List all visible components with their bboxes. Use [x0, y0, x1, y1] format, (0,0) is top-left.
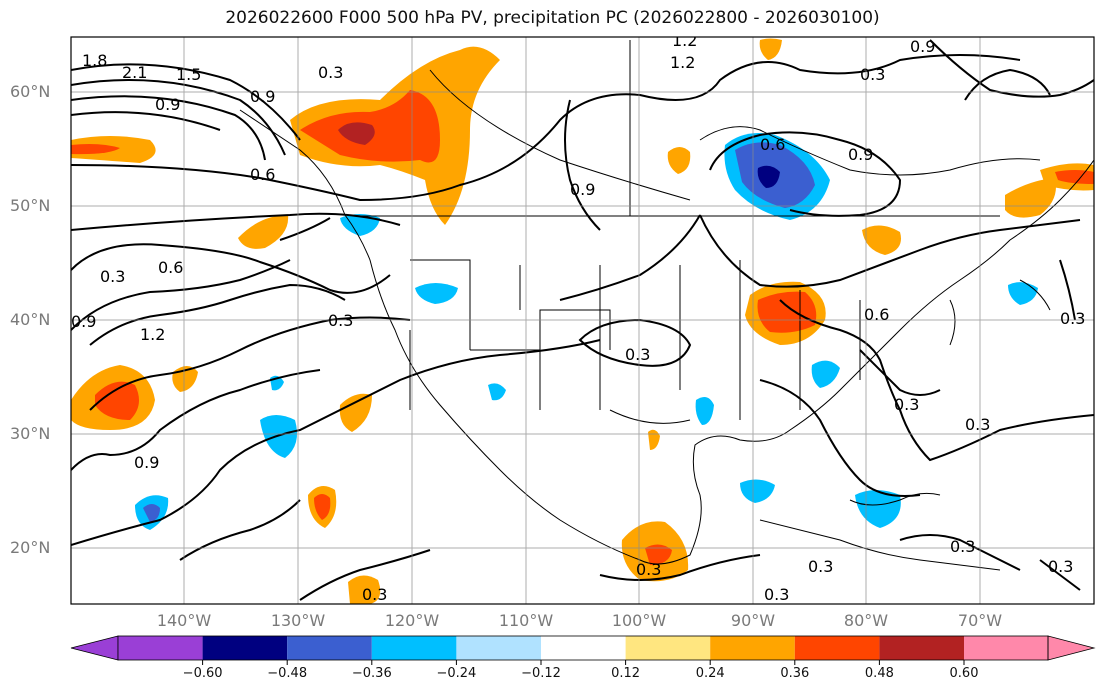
colorbar-extend-high	[1047, 635, 1096, 661]
colorbar-tick-label: 0.24	[695, 666, 725, 681]
contour-label: 0.3	[362, 585, 387, 604]
contour-label: 0.3	[625, 345, 650, 364]
colorbar-tick-label: 0.12	[611, 666, 641, 681]
negative-anomaly-shading	[135, 132, 1038, 530]
colorbar-tick-label: −0.12	[521, 666, 561, 681]
colorbar-tick-label: −0.36	[351, 666, 392, 681]
contour-label: 0.3	[950, 537, 975, 556]
contour-label: 0.6	[158, 258, 183, 277]
colorbar-segment	[710, 636, 795, 660]
lon-label: 110°W	[498, 611, 554, 630]
colorbar-segment	[202, 636, 288, 660]
contour-label: 0.6	[250, 165, 275, 184]
colorbar-tick-label: −0.48	[267, 666, 308, 681]
lon-label: 80°W	[843, 611, 889, 630]
map-title: 2026022600 F000 500 hPa PV, precipitatio…	[225, 8, 880, 28]
contour-label: 0.3	[965, 415, 990, 434]
contour-label: 1.5	[176, 65, 201, 84]
colorbar-extend-low	[70, 635, 119, 661]
graticule	[71, 37, 1094, 604]
contour-label: 0.3	[1048, 557, 1073, 576]
colorbar-tick-label: −0.60	[182, 666, 223, 681]
contour-label: 0.3	[860, 65, 885, 84]
contour-label-group: 1.8 2.1 1.5 0.9 0.3 1.2 0.6 0.9 0.3 0.6 …	[71, 31, 1085, 604]
contour-label: 1.2	[672, 31, 697, 50]
lon-label: 130°W	[270, 611, 326, 630]
colorbar-segment	[625, 636, 711, 660]
contour-label: 0.9	[71, 312, 96, 331]
lat-label: 20°N	[10, 538, 51, 557]
colorbar-segment	[794, 636, 880, 660]
contour-label: 0.9	[910, 37, 935, 56]
lon-label: 90°W	[730, 611, 776, 630]
contour-label: 0.9	[134, 453, 159, 472]
contour-label: 0.3	[894, 395, 919, 414]
colorbar-segment	[964, 636, 1048, 660]
colorbar-tick-label: 0.36	[780, 666, 810, 681]
contour-label: 1.2	[670, 53, 695, 72]
colorbar-segment	[118, 636, 203, 660]
contour-label: 0.3	[318, 63, 343, 82]
contour-label: 0.6	[760, 135, 785, 154]
contour-label: 2.1	[122, 63, 147, 82]
colorbar-segment	[287, 636, 372, 660]
contour-label: 0.6	[864, 305, 889, 324]
colorbar-tick-label: −0.24	[436, 666, 477, 681]
lat-label: 30°N	[10, 424, 51, 443]
lon-label: 100°W	[611, 611, 667, 630]
colorbar-segment	[541, 636, 626, 660]
colorbar-tick-label: 0.60	[949, 666, 979, 681]
lat-label: 50°N	[10, 196, 51, 215]
contour-label: 0.9	[155, 95, 180, 114]
colorbar-segment	[371, 636, 457, 660]
pv-contours	[71, 39, 1094, 601]
lon-label: 140°W	[156, 611, 212, 630]
contour-label: 0.3	[636, 560, 661, 579]
contour-label: 0.9	[250, 87, 275, 106]
contour-label: 0.3	[808, 557, 833, 576]
contour-label: 1.2	[140, 325, 165, 344]
contour-label: 0.3	[100, 267, 125, 286]
lat-label: 40°N	[10, 310, 51, 329]
lat-label: 60°N	[10, 82, 51, 101]
lon-label: 120°W	[384, 611, 440, 630]
colorbar-segment	[456, 636, 541, 660]
contour-label: 0.3	[328, 311, 353, 330]
contour-label: 1.8	[82, 51, 107, 70]
map-frame	[70, 36, 1095, 605]
contour-label: 0.9	[570, 180, 595, 199]
lon-label: 70°W	[957, 611, 1003, 630]
colorbar	[70, 635, 1096, 665]
contour-label: 0.9	[848, 145, 873, 164]
contour-label: 0.3	[764, 585, 789, 604]
colorbar-tick-label: 0.48	[864, 666, 894, 681]
colorbar-segment	[879, 636, 964, 660]
contour-label: 0.3	[1060, 309, 1085, 328]
